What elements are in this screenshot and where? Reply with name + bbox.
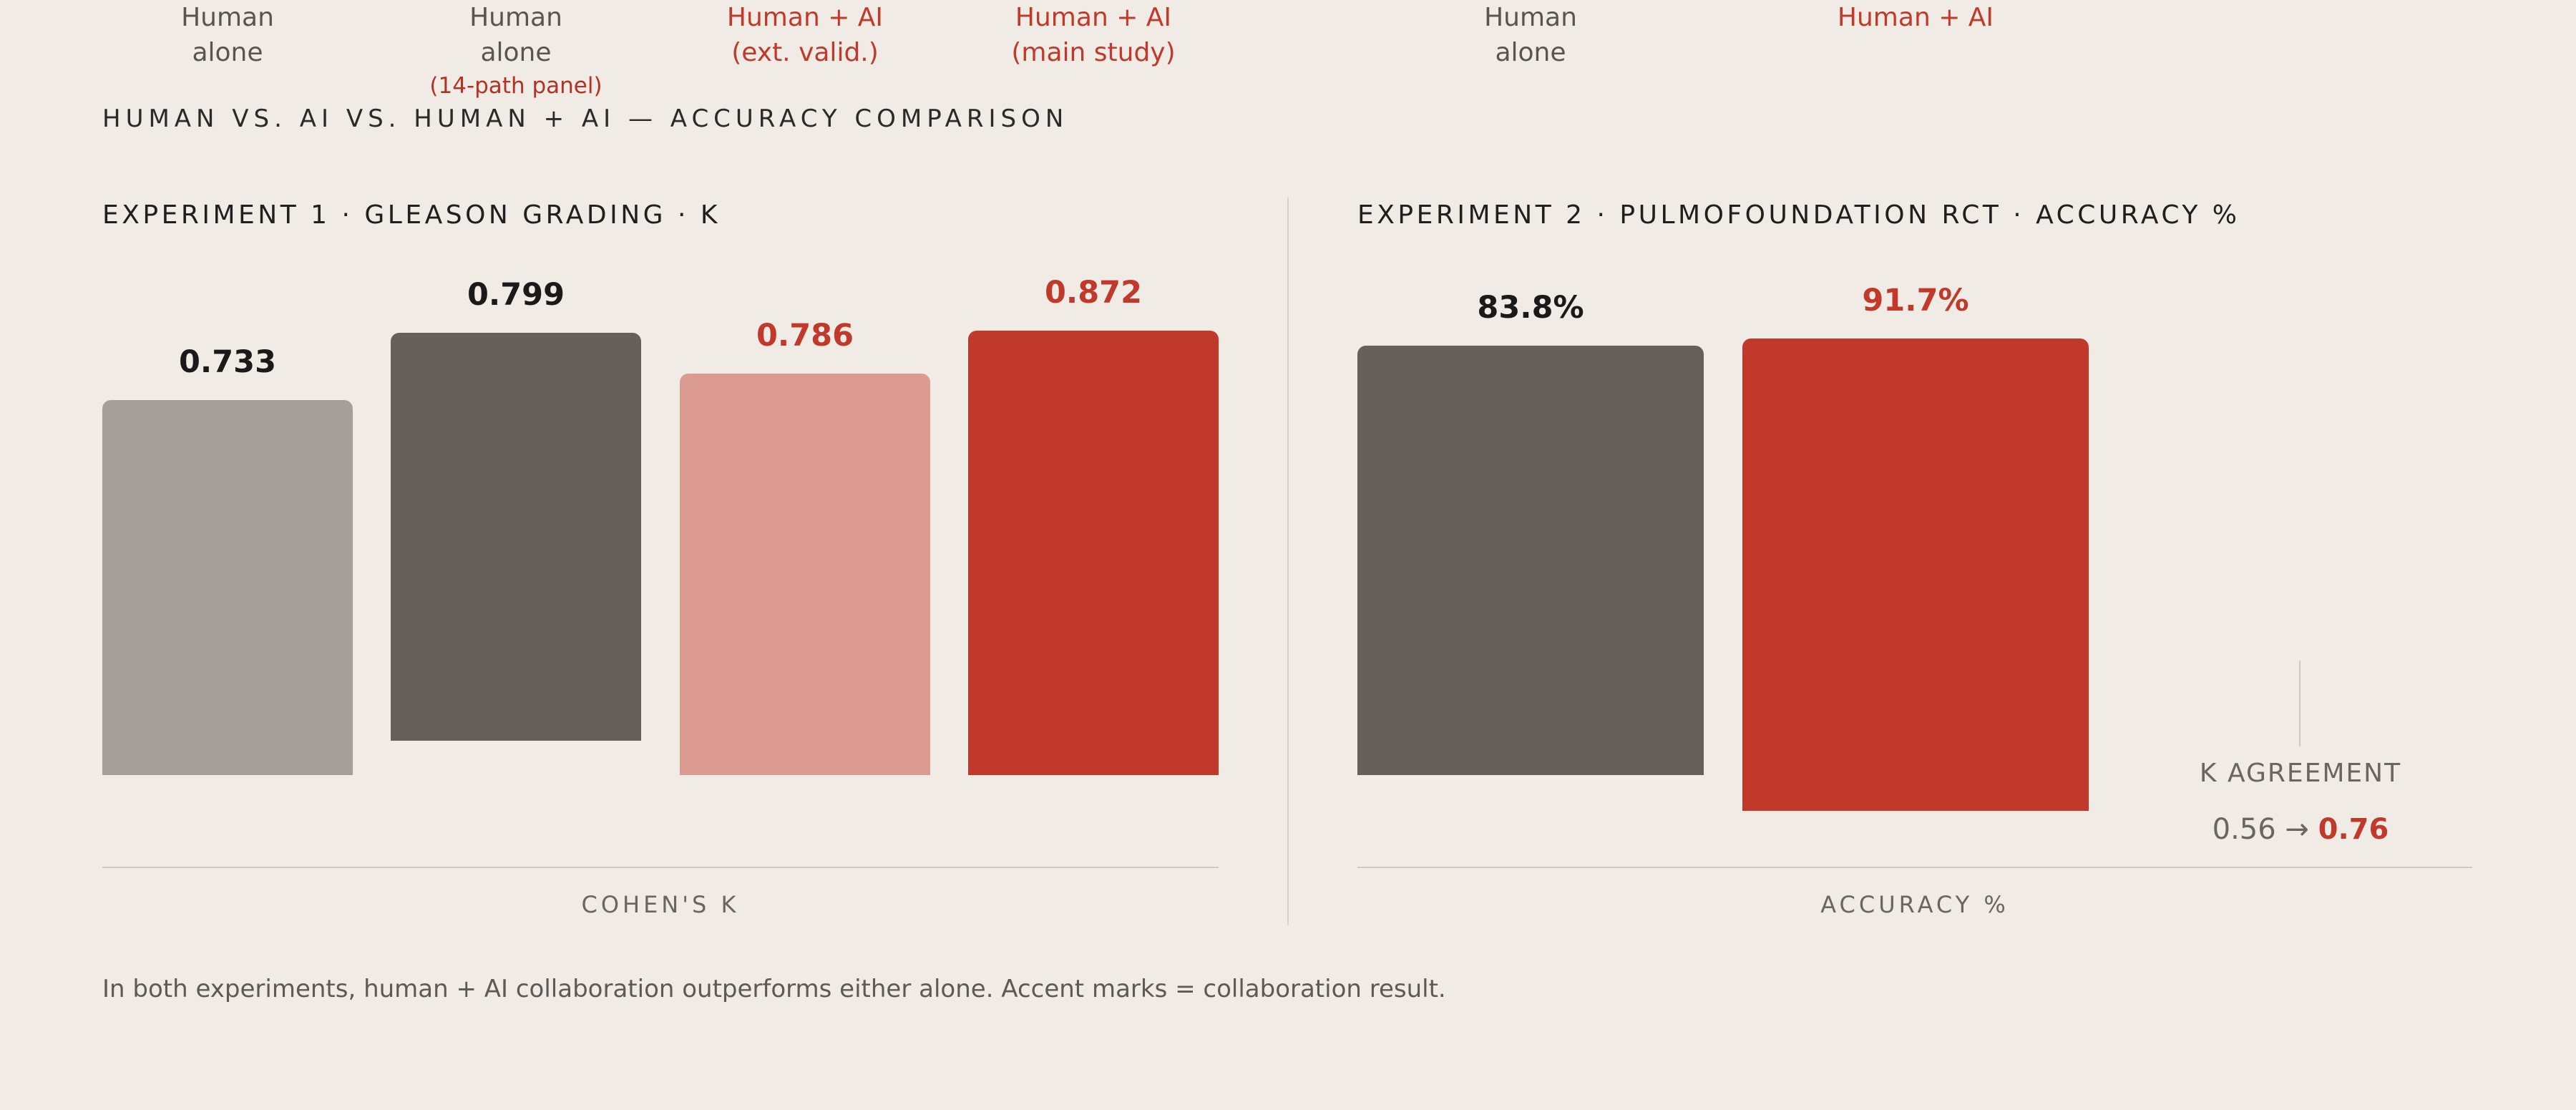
- kappa-to-value: 0.76: [2318, 813, 2389, 846]
- category-line: alone: [480, 38, 552, 67]
- kappa-annotation-tick: [2299, 661, 2301, 746]
- category-label-2: Human + AI: [1772, 0, 2059, 35]
- bar-1: [102, 400, 353, 775]
- category-label-3: Human + AI (ext. valid.): [662, 0, 948, 70]
- kappa-arrow: →: [2285, 813, 2309, 846]
- value-label-1: 83.8%: [1477, 290, 1584, 326]
- category-label-1: Human alone: [1387, 0, 1674, 70]
- kappa-agreement-values: 0.56 → 0.76: [2172, 813, 2429, 846]
- kappa-from-value: 0.56: [2212, 813, 2276, 846]
- category-line: (main study): [1011, 38, 1176, 67]
- category-line: alone: [192, 38, 263, 67]
- bar-1: [1357, 346, 1704, 775]
- experiment-2-baseline: [1357, 867, 2472, 868]
- category-label-2: Human alone (14-path panel): [373, 0, 659, 102]
- value-label-1: 0.733: [178, 344, 276, 380]
- category-label-1: Human alone: [84, 0, 371, 70]
- experiment-1-baseline: [102, 867, 1219, 868]
- chart-main-title: HUMAN VS. AI VS. HUMAN + AI — ACCURACY C…: [102, 104, 1069, 133]
- experiment-1-title: EXPERIMENT 1 · GLEASON GRADING · K: [102, 200, 721, 230]
- experiment-1-axis-label: COHEN'S K: [581, 891, 740, 918]
- value-label-2: 91.7%: [1862, 282, 1969, 318]
- category-note: (14-path panel): [429, 73, 602, 99]
- bar-4: [968, 330, 1219, 775]
- category-line: alone: [1495, 38, 1566, 67]
- category-label-4: Human + AI (main study): [950, 0, 1236, 70]
- experiment-2-title: EXPERIMENT 2 · PULMOFOUNDATION RCT · ACC…: [1357, 200, 2240, 230]
- category-line: Human: [181, 3, 274, 32]
- value-label-2: 0.799: [467, 276, 565, 313]
- kappa-agreement-label: K AGREEMENT: [2199, 759, 2402, 788]
- category-line: Human + AI: [726, 3, 884, 32]
- bar-3: [680, 373, 930, 775]
- value-label-3: 0.786: [756, 317, 854, 354]
- category-line: (ext. valid.): [731, 38, 879, 67]
- bar-2: [1742, 338, 2089, 811]
- panel-divider: [1287, 198, 1289, 925]
- category-line: Human + AI: [1015, 3, 1172, 32]
- category-line: Human: [469, 3, 562, 32]
- experiment-2-axis-label: ACCURACY %: [1820, 891, 2009, 918]
- category-line: Human + AI: [1837, 3, 1994, 32]
- bar-2: [391, 332, 641, 741]
- footnote: In both experiments, human + AI collabor…: [102, 975, 1446, 1003]
- value-label-4: 0.872: [1044, 274, 1142, 311]
- category-line: Human: [1484, 3, 1577, 32]
